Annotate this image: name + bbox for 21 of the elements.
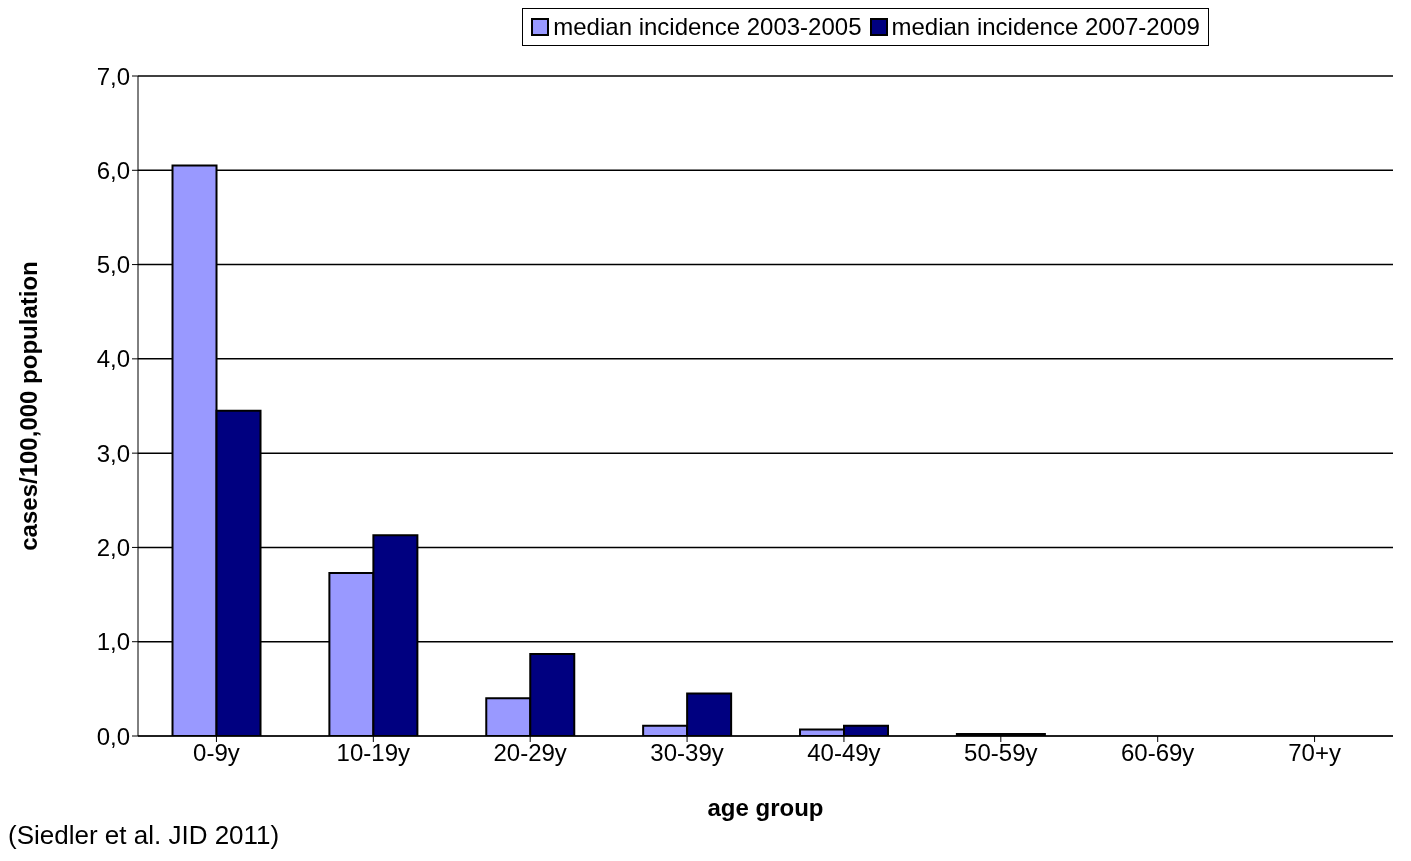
x-tick-label: 30-39y xyxy=(650,739,724,767)
x-tick-label: 40-49y xyxy=(807,739,881,767)
x-tick-label: 70+y xyxy=(1288,739,1341,767)
x-axis-title: age group xyxy=(707,794,824,821)
x-tick-label: 10-19y xyxy=(336,739,411,767)
legend-label: median incidence 2003-2005 xyxy=(552,13,862,41)
y-tick-label: 5,0 xyxy=(96,251,130,279)
y-tick-label: 4,0 xyxy=(96,345,130,373)
y-tick-label: 2,0 xyxy=(96,533,130,561)
x-tick-label: 60-69y xyxy=(1120,739,1195,767)
x-tick-label: 20-29y xyxy=(493,739,567,767)
y-tick-label: 1,0 xyxy=(96,628,130,656)
y-tick-label: 0,0 xyxy=(96,722,130,750)
y-tick-label: 3,0 xyxy=(96,439,130,467)
y-tick-label: 7,0 xyxy=(96,62,130,90)
x-tick-label: 50-59y xyxy=(964,739,1038,767)
x-tick-label: 0-9y xyxy=(193,739,240,767)
legend-label: median incidence 2007-2009 xyxy=(890,13,1200,41)
y-axis-title: cases/100,000 population xyxy=(14,261,42,551)
text: (Siedler et al. JID 2011) xyxy=(8,820,280,851)
y-tick-label: 6,0 xyxy=(96,156,130,184)
